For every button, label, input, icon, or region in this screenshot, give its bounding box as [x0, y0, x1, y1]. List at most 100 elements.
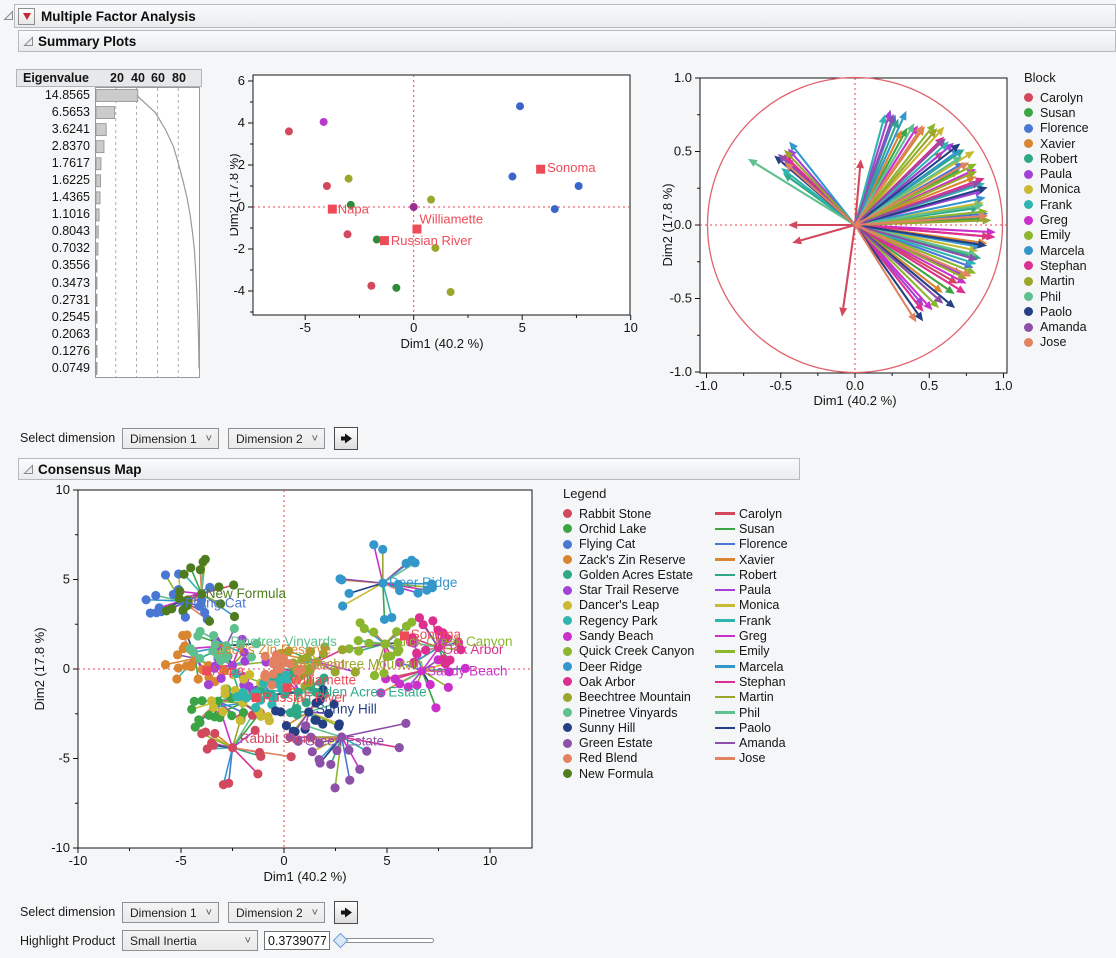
block-legend-item[interactable]: Jose	[1024, 335, 1089, 350]
score-point[interactable]	[409, 203, 418, 211]
consensus-point[interactable]	[236, 639, 246, 649]
consensus-point[interactable]	[312, 657, 322, 667]
consensus-point[interactable]	[355, 764, 365, 774]
consensus-point[interactable]	[260, 651, 270, 661]
consensus-point[interactable]	[210, 639, 220, 650]
consensus-point[interactable]	[193, 674, 203, 684]
consensus-point[interactable]	[281, 721, 291, 731]
consensus-point[interactable]	[229, 623, 239, 634]
consensus-point[interactable]	[314, 738, 324, 748]
consensus-point[interactable]	[438, 628, 448, 638]
consensus-point[interactable]	[353, 635, 363, 646]
legend-product-item[interactable]: New Formula	[563, 766, 715, 781]
consensus-point[interactable]	[227, 743, 238, 753]
eigenvalue-bar[interactable]	[95, 140, 105, 154]
loading-arrow[interactable]	[854, 224, 959, 290]
eigenvalue-bar[interactable]	[95, 362, 98, 375]
consensus-point[interactable]	[338, 601, 348, 611]
eigenvalue-bar[interactable]	[95, 208, 100, 222]
consensus-point[interactable]	[205, 582, 215, 592]
consensus-point[interactable]	[293, 687, 304, 697]
outline-header-mfa[interactable]: Multiple Factor Analysis	[14, 4, 1116, 28]
consensus-point[interactable]	[362, 746, 372, 756]
consensus-point[interactable]	[195, 565, 205, 575]
region-mean-marker[interactable]	[536, 164, 546, 174]
consensus-point[interactable]	[220, 689, 230, 699]
legend-rater-item[interactable]: Phil	[715, 705, 788, 720]
block-legend-item[interactable]: Martin	[1024, 274, 1089, 289]
region-mean-marker[interactable]	[327, 204, 337, 214]
dimension-1-dropdown[interactable]: Dimension 1 ˅	[122, 428, 219, 449]
consensus-point[interactable]	[414, 613, 425, 623]
legend-rater-item[interactable]: Florence	[715, 537, 788, 552]
block-legend-item[interactable]: Florence	[1024, 121, 1089, 136]
consensus-point[interactable]	[453, 637, 464, 647]
loading-arrow[interactable]	[854, 118, 904, 226]
region-mean-marker[interactable]	[251, 693, 261, 703]
consensus-point[interactable]	[330, 783, 340, 793]
dimension-1-dropdown[interactable]: Dimension 1 ˅	[122, 902, 219, 923]
consensus-point[interactable]	[189, 696, 199, 706]
legend-product-item[interactable]: Golden Acres Estate	[563, 567, 715, 582]
legend-product-item[interactable]: Deer Ridge	[563, 659, 715, 674]
consensus-point[interactable]	[218, 780, 229, 790]
consensus-point[interactable]	[195, 626, 205, 637]
consensus-point[interactable]	[203, 680, 214, 690]
legend-rater-item[interactable]: Amanda	[715, 735, 788, 750]
consensus-point[interactable]	[409, 657, 419, 667]
consensus-point[interactable]	[387, 612, 397, 623]
consensus-point[interactable]	[256, 751, 266, 761]
consensus-point[interactable]	[291, 676, 301, 686]
consensus-point[interactable]	[412, 680, 422, 690]
eigenvalue-bar[interactable]	[95, 157, 102, 171]
consensus-point[interactable]	[393, 638, 403, 648]
consensus-point[interactable]	[318, 685, 328, 695]
legend-rater-item[interactable]: Stephan	[715, 674, 788, 689]
loading-arrow[interactable]	[854, 223, 987, 238]
score-point[interactable]	[344, 174, 353, 183]
loading-arrow[interactable]	[853, 167, 862, 226]
consensus-point[interactable]	[293, 736, 303, 746]
loading-arrow[interactable]	[854, 205, 976, 227]
score-point[interactable]	[319, 117, 328, 126]
consensus-point[interactable]	[173, 663, 184, 673]
eigenvalue-bar[interactable]	[95, 242, 99, 256]
consensus-point[interactable]	[344, 644, 354, 654]
consensus-point[interactable]	[379, 614, 390, 625]
consensus-point[interactable]	[395, 657, 405, 668]
consensus-point[interactable]	[285, 659, 295, 669]
consensus-point[interactable]	[379, 668, 389, 678]
score-point[interactable]	[367, 281, 376, 290]
consensus-point[interactable]	[359, 623, 369, 634]
consensus-point[interactable]	[394, 743, 404, 753]
consensus-point[interactable]	[332, 745, 342, 756]
loading-arrow[interactable]	[854, 223, 970, 259]
consensus-point[interactable]	[307, 747, 317, 757]
consensus-point[interactable]	[412, 648, 422, 658]
legend-rater-item[interactable]: Carolyn	[715, 506, 788, 521]
consensus-point[interactable]	[395, 585, 405, 596]
loading-arrow[interactable]	[854, 224, 964, 274]
consensus-point[interactable]	[329, 699, 339, 709]
consensus-point[interactable]	[195, 601, 205, 611]
consensus-point[interactable]	[378, 544, 388, 555]
eigenvalue-bar[interactable]	[95, 191, 101, 205]
loading-arrow[interactable]	[842, 224, 857, 308]
consensus-point[interactable]	[413, 588, 423, 598]
legend-product-item[interactable]: Pinetree Vinyards	[563, 705, 715, 720]
legend-product-item[interactable]: Zack's Zin Reserve	[563, 552, 715, 567]
consensus-point[interactable]	[241, 693, 252, 703]
consensus-point[interactable]	[264, 716, 274, 726]
consensus-point[interactable]	[421, 645, 431, 655]
consensus-point[interactable]	[276, 707, 286, 717]
consensus-point[interactable]	[210, 712, 220, 722]
consensus-point[interactable]	[182, 600, 192, 611]
consensus-point[interactable]	[172, 674, 182, 684]
consensus-point[interactable]	[141, 595, 151, 605]
consensus-point[interactable]	[456, 645, 466, 655]
consensus-point[interactable]	[401, 718, 411, 728]
consensus-point[interactable]	[285, 732, 295, 742]
legend-rater-item[interactable]: Martin	[715, 690, 788, 705]
consensus-point[interactable]	[189, 647, 199, 657]
consensus-point[interactable]	[167, 604, 177, 614]
